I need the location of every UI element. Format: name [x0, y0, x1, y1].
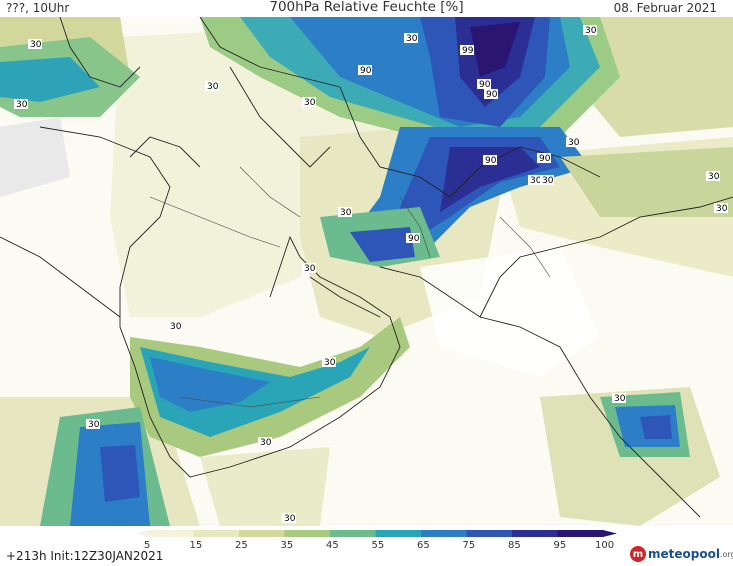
svg-text:30: 30	[542, 176, 554, 186]
legend-swatch	[284, 530, 331, 537]
svg-text:30: 30	[304, 98, 316, 108]
svg-text:30: 30	[284, 514, 296, 524]
contour-label: 30	[528, 175, 542, 186]
contour-label: 30	[583, 25, 597, 36]
contour-label: 30	[205, 81, 219, 92]
brand-logo[interactable]: m meteopool.org	[630, 546, 733, 562]
svg-text:30: 30	[614, 394, 626, 404]
legend-tick-label: 5	[144, 540, 150, 551]
legend-swatch	[466, 530, 513, 537]
legend-swatch	[330, 530, 376, 537]
svg-text:30: 30	[568, 138, 580, 148]
svg-text:30: 30	[88, 420, 100, 430]
svg-text:30: 30	[716, 204, 728, 214]
legend-tick-label: 25	[235, 540, 248, 551]
svg-text:90: 90	[539, 154, 551, 164]
legend-tick-label: 95	[554, 540, 567, 551]
svg-text:30: 30	[16, 100, 28, 110]
svg-text:30: 30	[406, 34, 418, 44]
legend-swatch	[193, 530, 240, 537]
header: ???, 10Uhr 700hPa Relative Feuchte [%] 0…	[0, 0, 733, 17]
contour-label: 90	[358, 65, 372, 76]
legend-swatch	[375, 530, 422, 537]
run-info: +213h Init:12Z30JAN2021	[6, 549, 164, 563]
svg-text:30: 30	[340, 208, 352, 218]
legend-tick-label: 15	[190, 540, 203, 551]
contour-label: 99	[460, 45, 474, 56]
svg-text:30: 30	[304, 264, 316, 274]
legend-tick-label: 75	[463, 540, 476, 551]
brand-name: meteopool	[648, 547, 720, 561]
date-label: 08. Februar 2021	[613, 1, 717, 15]
legend-tick-label: 55	[372, 540, 385, 551]
contour-label: 30	[86, 419, 100, 430]
svg-text:90: 90	[479, 80, 491, 90]
contour-label: 30	[28, 39, 42, 50]
svg-text:90: 90	[485, 156, 497, 166]
contour-label: 30	[338, 207, 352, 218]
svg-text:30: 30	[170, 322, 182, 332]
legend-tick-label: 100	[595, 540, 614, 551]
svg-text:90: 90	[486, 90, 498, 100]
contour-label: 90	[406, 233, 420, 244]
contour-label: 30	[282, 513, 296, 524]
svg-text:30: 30	[260, 438, 272, 448]
legend-swatch	[148, 530, 194, 537]
legend-tick-label: 35	[281, 540, 294, 551]
contour-label: 30	[612, 393, 626, 404]
contour-label: 30	[706, 171, 720, 182]
contour-label: 30	[14, 99, 28, 110]
legend-swatch	[512, 530, 558, 537]
contour-label: 30	[302, 97, 316, 108]
legend-bar: 5 15 25 35 45 55 65 75 85 95 100	[136, 530, 617, 551]
legend-swatch	[421, 530, 467, 537]
legend-tick-label: 45	[326, 540, 339, 551]
contour-labels: 30 30 30 30 30 30 30 30 30 30 30 30 30 3…	[14, 25, 728, 524]
contour-label: 90	[477, 79, 491, 90]
contour-label: 30	[540, 175, 554, 186]
contour-label: 30	[566, 137, 580, 148]
svg-text:30: 30	[530, 176, 542, 186]
contour-label: 90	[483, 155, 497, 166]
svg-text:30: 30	[324, 358, 336, 368]
meteopool-icon: m	[630, 546, 646, 562]
contour-label: 30	[404, 33, 418, 44]
svg-text:30: 30	[708, 172, 720, 182]
legend-swatch	[557, 530, 604, 537]
contour-label: 30	[168, 321, 182, 332]
svg-text:30: 30	[207, 82, 219, 92]
legend-max-arrow	[603, 530, 617, 537]
svg-text:30: 30	[30, 40, 42, 50]
svg-text:30: 30	[585, 26, 597, 36]
legend-tick-label: 65	[417, 540, 430, 551]
svg-text:99: 99	[462, 46, 474, 56]
contour-label: 30	[714, 203, 728, 214]
legend-min-arrow	[136, 530, 148, 537]
map-canvas: 30 30 30 30 30 30 30 30 30 30 30 30 30 3…	[0, 16, 733, 526]
brand-suffix: .org	[719, 549, 733, 559]
contour-label: 90	[537, 153, 551, 164]
contour-label: 30	[302, 263, 316, 274]
color-legend: 5 15 25 35 45 55 65 75 85 95 100	[0, 526, 733, 566]
map-title: 700hPa Relative Feuchte [%]	[269, 0, 464, 15]
contour-label: 30	[322, 357, 336, 368]
svg-text:90: 90	[360, 66, 372, 76]
legend-swatch	[239, 530, 285, 537]
legend-tick-label: 85	[508, 540, 521, 551]
contour-label: 90	[484, 89, 498, 100]
location-label: ???, 10Uhr	[6, 1, 70, 15]
svg-text:90: 90	[408, 234, 420, 244]
humidity-map: 30 30 30 30 30 30 30 30 30 30 30 30 30 3…	[0, 16, 733, 526]
contour-label: 30	[258, 437, 272, 448]
